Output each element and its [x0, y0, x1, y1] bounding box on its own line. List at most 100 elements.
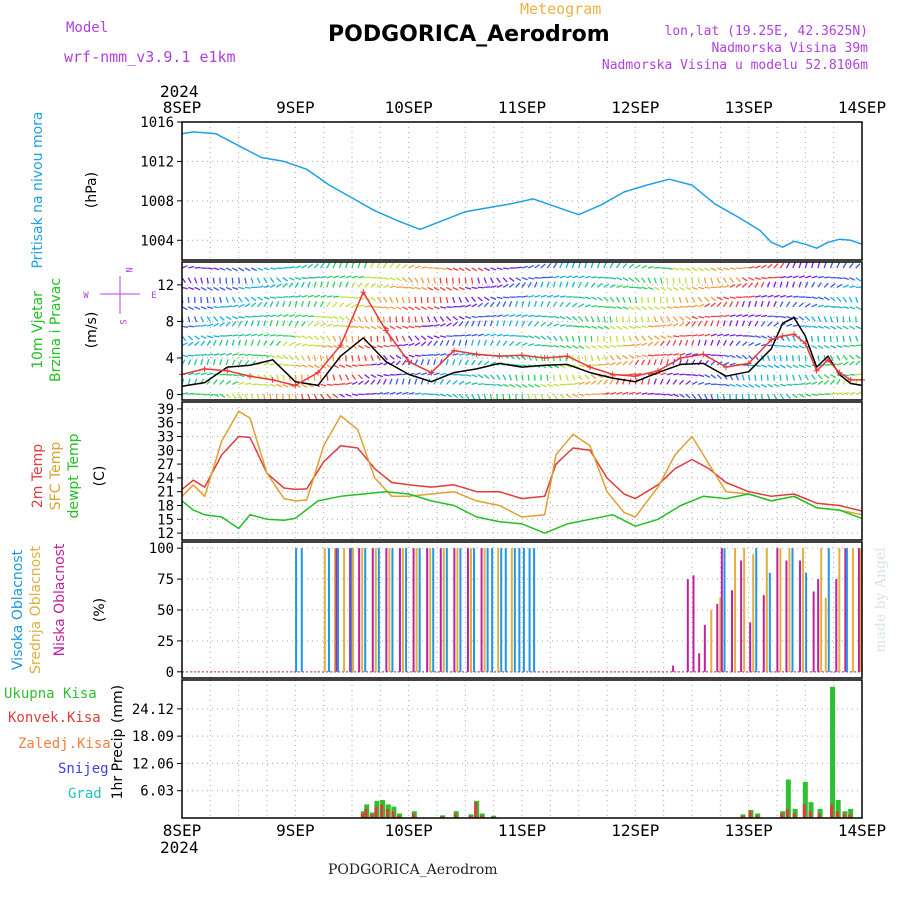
wind-barb: [465, 304, 472, 308]
precip-label: 1hr Precip: [110, 729, 126, 800]
wind-barb: [256, 339, 261, 346]
wind-barb: [345, 382, 352, 386]
wind-barb: [477, 360, 483, 366]
wind-barb: [496, 340, 501, 346]
wind-barb: [678, 296, 682, 304]
wind-barb: [660, 306, 667, 310]
wind-barb: [698, 374, 705, 378]
wind-barb: [244, 359, 250, 366]
wind-barb: [187, 297, 190, 304]
wind-barb: [389, 316, 391, 323]
wind-barb: [244, 267, 251, 272]
wind-barb: [672, 296, 675, 304]
wind-barb: [805, 296, 812, 299]
wind-barb: [263, 383, 270, 387]
wind-barb: [836, 277, 843, 280]
wind-barb: [207, 306, 214, 310]
y-tick-label: 0: [166, 388, 174, 404]
y-tick-label: 4: [166, 351, 174, 367]
wind-barb: [584, 393, 591, 396]
wind-barb: [735, 374, 739, 381]
wind-barb: [225, 296, 229, 303]
x-tick-top: 14SEP: [838, 98, 886, 117]
wind-barb: [559, 335, 564, 342]
wind-barb: [521, 314, 528, 318]
wind-barb: [641, 286, 648, 290]
wind-barb: [742, 314, 749, 318]
wind-barb: [540, 300, 544, 308]
wind-barb: [458, 380, 465, 385]
wind-barb: [351, 296, 358, 300]
wind-barb: [389, 296, 394, 303]
wind-barb: [710, 333, 717, 337]
wind-barb: [754, 393, 757, 401]
wind-barb: [597, 363, 604, 366]
wind-barb: [288, 383, 295, 388]
wind-barb: [527, 300, 531, 307]
wind-barb: [382, 378, 387, 385]
y-tick-label: 50: [157, 603, 174, 619]
wind-barb: [364, 345, 371, 349]
wind-barb: [830, 344, 837, 349]
station-title: PODGORICA_Aerodrom: [328, 22, 610, 47]
wind-barb: [552, 355, 555, 362]
wind-barb: [716, 267, 723, 271]
wind-barb: [288, 341, 295, 347]
wind-barb: [446, 267, 453, 271]
wind-barb: [401, 359, 407, 366]
wind-barb: [685, 380, 691, 385]
wind-barb: [212, 316, 218, 322]
wind-barb: [553, 323, 560, 327]
precip-bar-conv: [740, 815, 744, 818]
wind-barb: [433, 316, 438, 323]
wind-barb: [320, 344, 327, 348]
wind-barb: [471, 320, 475, 327]
wind-barb: [414, 341, 421, 347]
wind-barb: [496, 333, 503, 337]
year-top: 2024: [160, 82, 199, 101]
wind-barb: [370, 355, 374, 362]
wind-barb: [786, 344, 793, 348]
wind-barb: [503, 334, 510, 337]
wind-barb: [792, 295, 799, 298]
cloud-high-label: Visoka Oblacnost: [10, 549, 26, 670]
wind-barb: [339, 393, 345, 398]
wind-barb: [181, 354, 189, 358]
wind-barb: [754, 374, 757, 381]
wind-barb: [653, 286, 660, 291]
wind-barb: [395, 325, 402, 330]
wind-barb: [697, 296, 703, 303]
wind-barb: [383, 344, 390, 348]
wind-barb: [187, 359, 192, 366]
wind-barb: [659, 359, 663, 366]
wind-barb: [357, 262, 361, 269]
wind-barb: [723, 284, 730, 289]
wind-barb: [679, 286, 686, 291]
wind-barb: [842, 391, 850, 395]
wind-barb: [540, 294, 547, 298]
temp-unit: (C): [92, 466, 108, 487]
wind-barb: [546, 383, 554, 387]
wind-barb: [288, 295, 296, 298]
wind-barb: [685, 321, 691, 327]
precip-bar-conv: [397, 815, 401, 818]
wind-barb: [653, 335, 660, 340]
wind-barb: [553, 383, 560, 387]
wind-barb: [364, 374, 370, 379]
wind-barb: [817, 355, 820, 362]
wind-barb: [622, 354, 628, 360]
wind-barb: [181, 306, 188, 311]
wind-barb: [553, 315, 560, 319]
wind-barb: [817, 345, 824, 349]
wind-barb: [578, 345, 585, 350]
wind-barb: [534, 344, 541, 347]
wind-barb: [635, 306, 641, 311]
wind-barb: [256, 393, 260, 401]
wind-barb: [855, 354, 862, 360]
wind-barb: [263, 333, 270, 337]
wind-barb: [722, 301, 728, 308]
wind-barb: [590, 355, 594, 362]
wind-barb: [578, 393, 585, 397]
wind-barb: [660, 372, 667, 376]
wind-barb: [446, 286, 453, 291]
